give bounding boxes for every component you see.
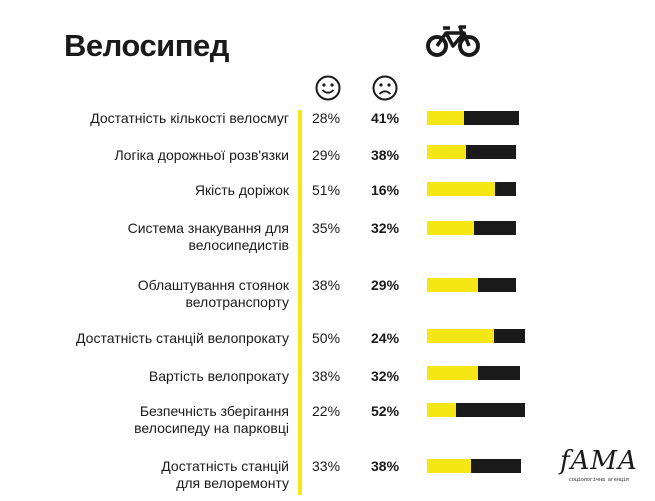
logo-word: fAMA	[560, 446, 638, 476]
positive-bar	[427, 329, 494, 343]
negative-bar	[477, 366, 521, 380]
negative-value-label: 32%	[371, 368, 400, 384]
category-label: Логіка дорожньої розв'язки	[114, 147, 289, 163]
positive-value-label: 33%	[312, 458, 341, 474]
negative-value-label: 16%	[371, 182, 400, 198]
smile-icon	[315, 75, 341, 101]
positive-bar	[427, 182, 495, 196]
positive-bar	[427, 145, 466, 159]
negative-bar	[456, 403, 526, 417]
positive-bar	[427, 459, 471, 473]
positive-bar	[427, 111, 465, 125]
positive-bar	[427, 221, 474, 235]
positive-value-label: 38%	[312, 277, 341, 293]
positive-bar	[427, 403, 457, 417]
negative-bar	[477, 278, 517, 292]
positive-value-label: 51%	[312, 182, 341, 198]
negative-bar	[470, 459, 522, 473]
positive-value-label: 22%	[312, 403, 341, 419]
negative-value-label: 38%	[371, 458, 400, 474]
negative-value-label: 38%	[371, 147, 400, 163]
category-label: Безпечність зберігання велосипеду на пар…	[134, 403, 289, 436]
positive-value-label: 35%	[312, 220, 341, 236]
positive-bar	[427, 366, 478, 380]
negative-bar	[465, 145, 517, 159]
category-label: Облаштування стоянок велотранспорту	[137, 277, 289, 310]
negative-bar	[494, 182, 517, 196]
chart-title: Велосипед	[64, 28, 229, 63]
negative-value-label: 24%	[371, 330, 400, 346]
logo-subtitle: соціологічна агенція	[568, 477, 629, 483]
positive-value-label: 28%	[312, 110, 341, 126]
negative-bar	[473, 221, 517, 235]
positive-value-label: 29%	[312, 147, 341, 163]
negative-value-label: 29%	[371, 277, 400, 293]
positive-bar	[427, 278, 478, 292]
negative-value-label: 32%	[371, 220, 400, 236]
fama-logo: fAMA соціологічна агенція	[560, 446, 638, 484]
bicycle-icon	[426, 25, 480, 57]
negative-bar	[493, 329, 526, 343]
sad-icon	[372, 75, 398, 101]
category-label: Достатність станцій велопрокату	[76, 330, 289, 346]
category-label: Достатність станцій для велоремонту	[161, 458, 289, 491]
positive-value-label: 38%	[312, 368, 341, 384]
negative-bar	[464, 111, 519, 125]
category-label: Достатність кількості велосмуг	[90, 110, 289, 126]
negative-value-label: 41%	[371, 110, 400, 126]
negative-value-label: 52%	[371, 403, 400, 419]
positive-value-label: 50%	[312, 330, 341, 346]
category-label: Система знакування для велосипедистів	[127, 220, 289, 253]
category-label: Вартість велопрокату	[148, 368, 289, 384]
category-label: Якість доріжок	[194, 182, 289, 198]
divider-line	[298, 110, 302, 495]
